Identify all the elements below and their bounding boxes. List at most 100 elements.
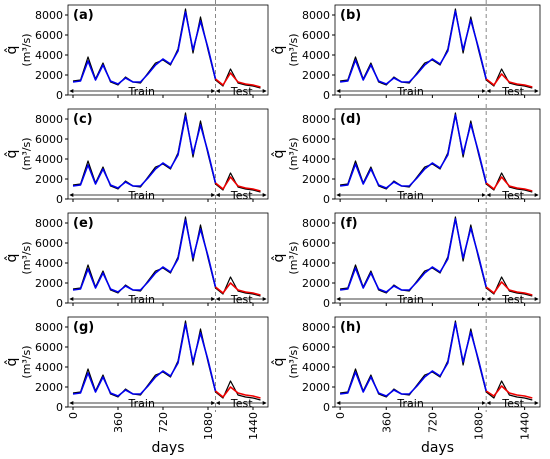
y-label-unit: (m³/s): [287, 137, 300, 170]
test-label: Test: [230, 189, 253, 202]
series-line: [485, 73, 533, 88]
y-tick-label: 4000: [302, 153, 330, 166]
y-tick-label: 0: [323, 297, 330, 310]
y-tick-label: 8000: [35, 217, 63, 230]
y-tick-label: 2000: [35, 69, 63, 82]
test-label: Test: [230, 293, 253, 306]
series-line: [339, 114, 487, 189]
plot-frame: [67, 212, 269, 304]
panel-label: (h): [340, 320, 361, 335]
panel-label: (b): [340, 8, 361, 23]
y-tick-label: 8000: [302, 113, 330, 126]
x-label: days: [421, 440, 454, 456]
x-tick-label: 0: [334, 412, 347, 419]
y-label-symbol: q̂: [4, 358, 20, 367]
y-tick-label: 6000: [302, 133, 330, 146]
y-tick-label: 6000: [35, 133, 63, 146]
y-tick-label: 6000: [302, 341, 330, 354]
test-label: Test: [230, 85, 253, 98]
y-tick-label: 6000: [302, 237, 330, 250]
train-label: Train: [396, 85, 423, 98]
plot-frame: [67, 108, 269, 200]
train-label: Train: [128, 397, 155, 410]
series-line: [215, 282, 261, 296]
panel-label: (e): [73, 216, 94, 231]
y-tick-label: 2000: [302, 173, 330, 186]
y-tick-label: 2000: [35, 173, 63, 186]
y-tick-label: 4000: [302, 257, 330, 270]
train-label: Train: [396, 397, 423, 410]
series-line: [339, 10, 487, 85]
y-label-unit: (m³/s): [20, 345, 33, 378]
test-label: Test: [501, 85, 524, 98]
y-label-unit: (m³/s): [20, 241, 33, 274]
series-line: [72, 11, 217, 85]
y-label-unit: (m³/s): [287, 241, 300, 274]
train-label: Train: [128, 85, 155, 98]
y-label-symbol: q̂: [4, 150, 20, 159]
train-label: Train: [128, 189, 155, 202]
y-tick-label: 4000: [35, 361, 63, 374]
y-tick-label: 0: [323, 89, 330, 102]
y-label-symbol: q̂: [271, 358, 287, 367]
y-tick-label: 8000: [302, 321, 330, 334]
series-line: [339, 218, 487, 293]
y-tick-label: 4000: [35, 153, 63, 166]
series-line: [72, 219, 217, 293]
x-label: days: [151, 440, 184, 456]
x-tick-label: 360: [112, 412, 125, 433]
train-label: Train: [396, 189, 423, 202]
series-line: [72, 323, 217, 397]
y-tick-label: 2000: [35, 381, 63, 394]
y-label-unit: (m³/s): [287, 33, 300, 66]
y-tick-label: 4000: [35, 49, 63, 62]
plot-frame: [334, 316, 541, 408]
y-tick-label: 8000: [35, 9, 63, 22]
y-tick-label: 6000: [35, 341, 63, 354]
x-tick-label: 720: [157, 412, 170, 433]
series-line: [485, 176, 533, 192]
y-tick-label: 8000: [35, 113, 63, 126]
plot-frame: [334, 108, 541, 200]
plot-frame: [334, 212, 541, 304]
x-tick-label: 1080: [473, 412, 486, 440]
x-tick-label: 720: [426, 412, 439, 433]
y-tick-label: 2000: [302, 69, 330, 82]
y-tick-label: 8000: [302, 217, 330, 230]
train-label: Train: [396, 293, 423, 306]
panel-label: (g): [73, 320, 94, 335]
plot-frame: [334, 4, 541, 96]
test-label: Test: [501, 293, 524, 306]
y-tick-label: 2000: [302, 277, 330, 290]
y-tick-label: 4000: [302, 361, 330, 374]
panel-label: (f): [340, 216, 358, 231]
y-label-unit: (m³/s): [20, 33, 33, 66]
y-tick-label: 0: [56, 297, 63, 310]
panel-label: (a): [73, 8, 94, 23]
y-label-symbol: q̂: [271, 150, 287, 159]
y-tick-label: 0: [56, 401, 63, 414]
test-label: Test: [501, 397, 524, 410]
test-label: Test: [501, 189, 524, 202]
y-label-unit: (m³/s): [287, 345, 300, 378]
y-tick-label: 0: [56, 89, 63, 102]
series-line: [72, 115, 217, 189]
series-line: [485, 281, 533, 296]
y-label-symbol: q̂: [271, 46, 287, 55]
series-line: [485, 385, 533, 399]
panel-label: (c): [73, 112, 93, 127]
x-tick-label: 1080: [202, 412, 215, 440]
x-tick-label: 360: [380, 412, 393, 433]
y-tick-label: 8000: [35, 321, 63, 334]
y-label-symbol: q̂: [4, 254, 20, 263]
y-tick-label: 6000: [302, 29, 330, 42]
plot-frame: [67, 316, 269, 408]
y-tick-label: 6000: [35, 29, 63, 42]
y-tick-label: 4000: [35, 257, 63, 270]
y-label-symbol: q̂: [271, 254, 287, 263]
x-tick-label: 0: [67, 412, 80, 419]
x-tick-label: 1440: [247, 412, 260, 440]
series-line: [339, 322, 487, 397]
y-label-unit: (m³/s): [20, 137, 33, 170]
y-tick-label: 0: [56, 193, 63, 206]
